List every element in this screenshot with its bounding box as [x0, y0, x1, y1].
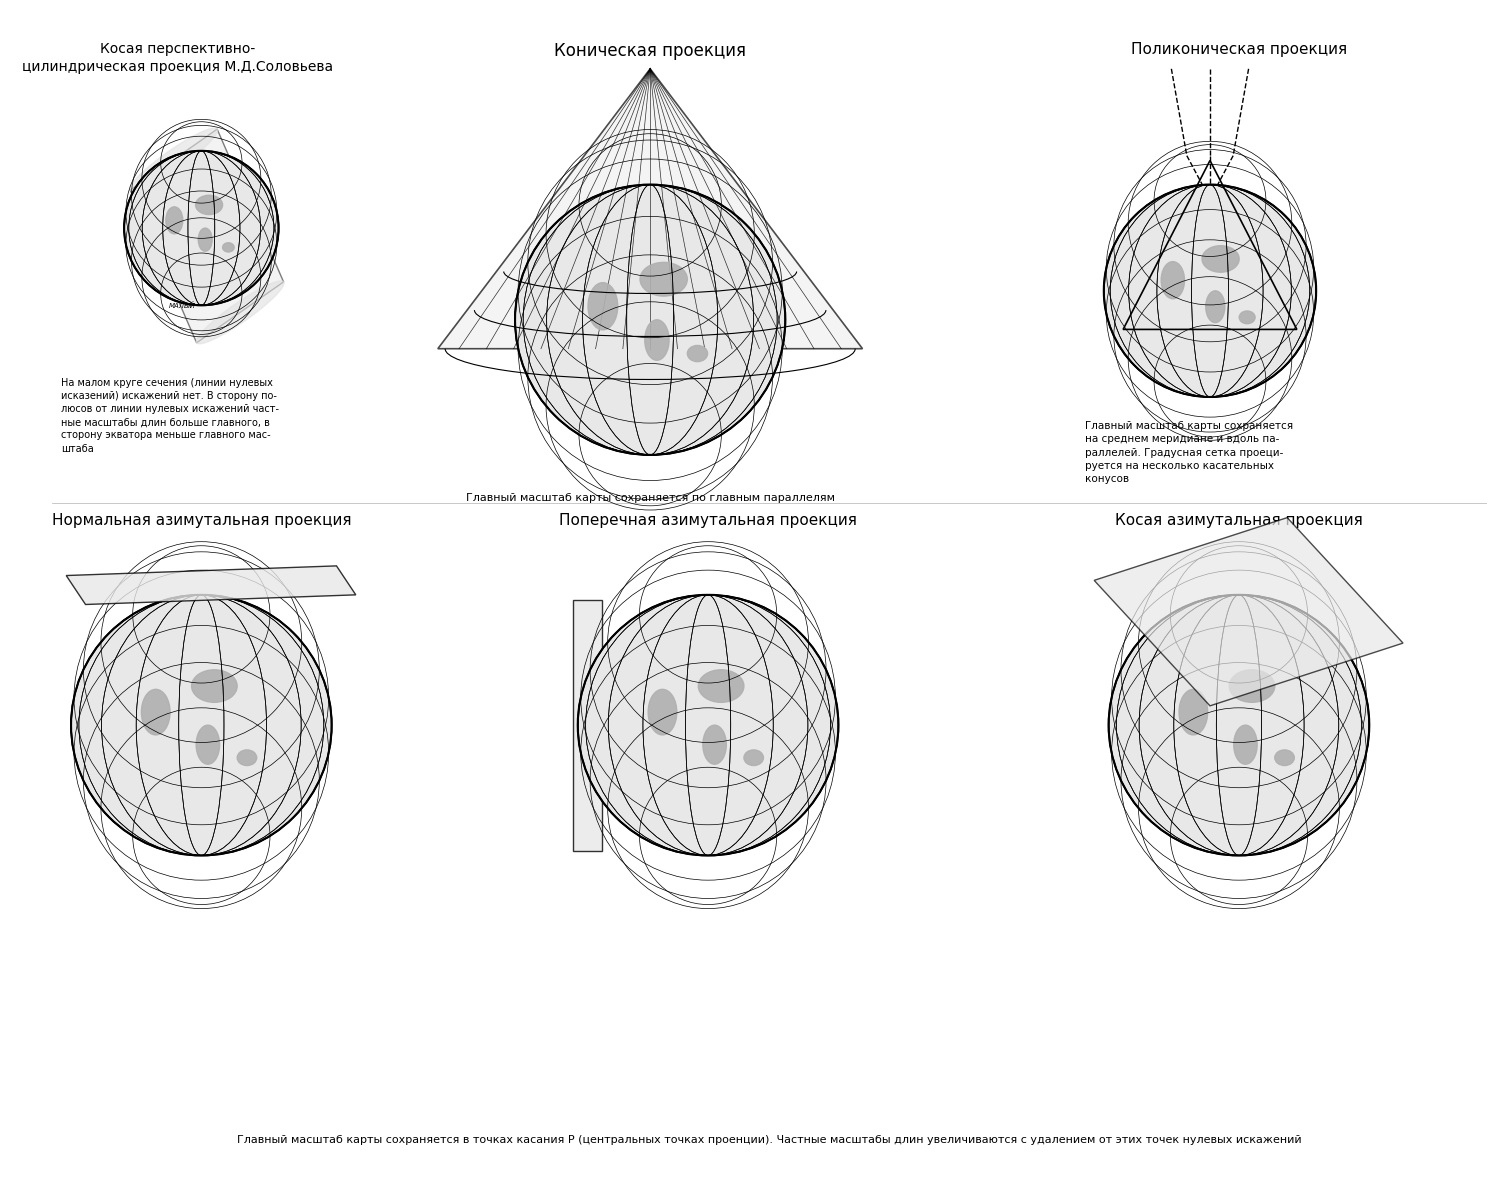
Circle shape	[123, 151, 278, 305]
Text: Поликоническая проекция: Поликоническая проекция	[1132, 41, 1347, 57]
Text: Коническая проекция: Коническая проекция	[555, 41, 746, 60]
Ellipse shape	[587, 282, 617, 329]
Ellipse shape	[645, 320, 669, 360]
Ellipse shape	[648, 690, 677, 735]
Circle shape	[1109, 595, 1370, 855]
Text: На малом круге сечения (линии нулевых
исказений) искажений нет. В сторону по-
лю: На малом круге сечения (линии нулевых ис…	[61, 378, 280, 454]
Polygon shape	[437, 68, 862, 348]
Ellipse shape	[1274, 750, 1294, 765]
Polygon shape	[572, 600, 602, 850]
Polygon shape	[1094, 517, 1404, 706]
Ellipse shape	[196, 195, 223, 215]
Ellipse shape	[198, 228, 213, 252]
Ellipse shape	[196, 281, 284, 344]
Text: МАЛЫЙ: МАЛЫЙ	[168, 302, 196, 308]
Polygon shape	[131, 129, 284, 342]
Text: Поперечная азимутальная проекция: Поперечная азимутальная проекция	[559, 513, 857, 528]
Text: Косая азимутальная проекция: Косая азимутальная проекция	[1115, 513, 1362, 528]
Circle shape	[515, 184, 785, 455]
Ellipse shape	[1239, 311, 1255, 324]
Ellipse shape	[1234, 725, 1257, 764]
Ellipse shape	[1206, 291, 1225, 322]
Ellipse shape	[699, 670, 744, 703]
Ellipse shape	[129, 128, 217, 191]
Ellipse shape	[238, 750, 257, 765]
Ellipse shape	[1161, 262, 1185, 299]
Ellipse shape	[192, 670, 238, 703]
Ellipse shape	[1179, 690, 1207, 735]
Ellipse shape	[196, 725, 220, 764]
Text: Главный масштаб карты сохраняется по главным параллелям: Главный масштаб карты сохраняется по гла…	[465, 494, 834, 503]
Ellipse shape	[141, 690, 170, 735]
Polygon shape	[67, 566, 355, 605]
Ellipse shape	[1201, 246, 1239, 273]
Ellipse shape	[687, 345, 708, 361]
Text: Косая перспективно-
цилиндрическая проекция М.Д.Соловьева: Косая перспективно- цилиндрическая проек…	[22, 41, 333, 74]
Text: Нормальная азимутальная проекция: Нормальная азимутальная проекция	[52, 513, 351, 528]
Circle shape	[578, 595, 839, 855]
Ellipse shape	[1230, 670, 1274, 703]
Circle shape	[71, 595, 332, 855]
Text: Главный масштаб карты сохраняется
на среднем меридиане и вдоль па-
раллелей. Гра: Главный масштаб карты сохраняется на сре…	[1084, 422, 1292, 484]
Ellipse shape	[167, 207, 183, 234]
Ellipse shape	[703, 725, 726, 764]
Circle shape	[1103, 184, 1316, 397]
Ellipse shape	[744, 750, 763, 765]
Ellipse shape	[223, 243, 233, 252]
Text: Главный масштаб карты сохраняется в точках касания Р (центральных точках проенци: Главный масштаб карты сохраняется в точк…	[236, 1135, 1301, 1146]
Ellipse shape	[639, 262, 687, 296]
